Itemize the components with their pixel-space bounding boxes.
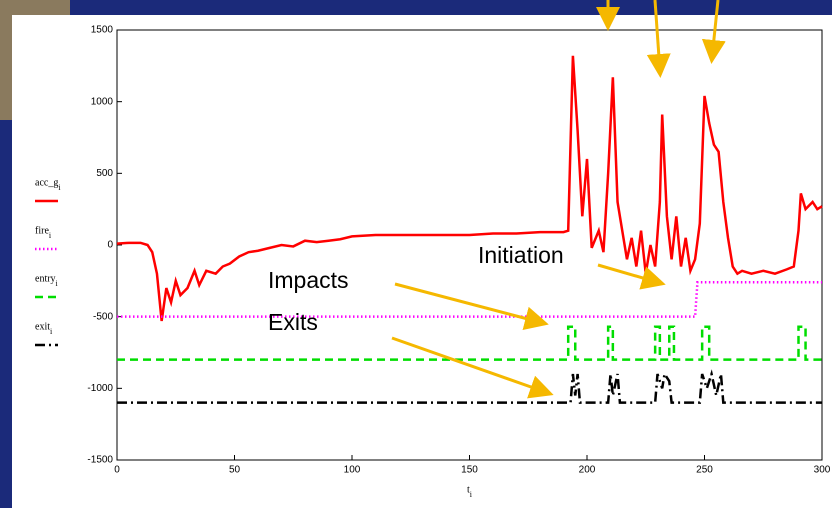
- annotation: Exits: [268, 309, 318, 335]
- annotation: Initiation: [478, 242, 564, 268]
- x-tick-label: 0: [114, 465, 120, 476]
- chart-panel: [12, 15, 832, 508]
- series-line: [117, 281, 822, 318]
- y-tick-label: -1000: [87, 383, 113, 394]
- series-line: [117, 369, 822, 404]
- x-axis-label: ti: [467, 484, 473, 499]
- x-tick-label: 50: [229, 465, 241, 476]
- x-tick-label: 150: [461, 465, 478, 476]
- plot: -1500 -1000 -500 0 500 1000 1500 0 50 100 150 200 25…: [35, 25, 831, 499]
- x-tick-label: 250: [696, 465, 713, 476]
- legend-label-sub: i: [56, 279, 59, 288]
- y-tick-label: 500: [96, 168, 113, 179]
- series-line: [117, 325, 822, 361]
- arrows: [391, 0, 726, 399]
- x-axis-label-sub: i: [470, 490, 473, 499]
- y-tick-label: -500: [93, 311, 113, 322]
- series-line: [116, 55, 823, 322]
- x-tick-label: 200: [579, 465, 596, 476]
- y-tick-label: 1500: [91, 25, 114, 36]
- legend-label-sub: i: [50, 327, 53, 336]
- legend-label: entryi: [35, 273, 59, 288]
- legend-label: exiti: [35, 321, 53, 336]
- y-tick-label: 1000: [91, 96, 114, 107]
- y-tick-label: -1500: [87, 455, 113, 466]
- legend-label-sub: i: [58, 183, 61, 192]
- legend-label-sub: i: [49, 231, 52, 240]
- legend-label: firei: [35, 225, 52, 240]
- y-tick-label: 0: [107, 240, 113, 251]
- x-tick-label: 100: [344, 465, 361, 476]
- annotation: Impacts: [268, 267, 349, 293]
- x-tick-label: 300: [814, 465, 831, 476]
- legend-label: acc_gi: [35, 177, 61, 192]
